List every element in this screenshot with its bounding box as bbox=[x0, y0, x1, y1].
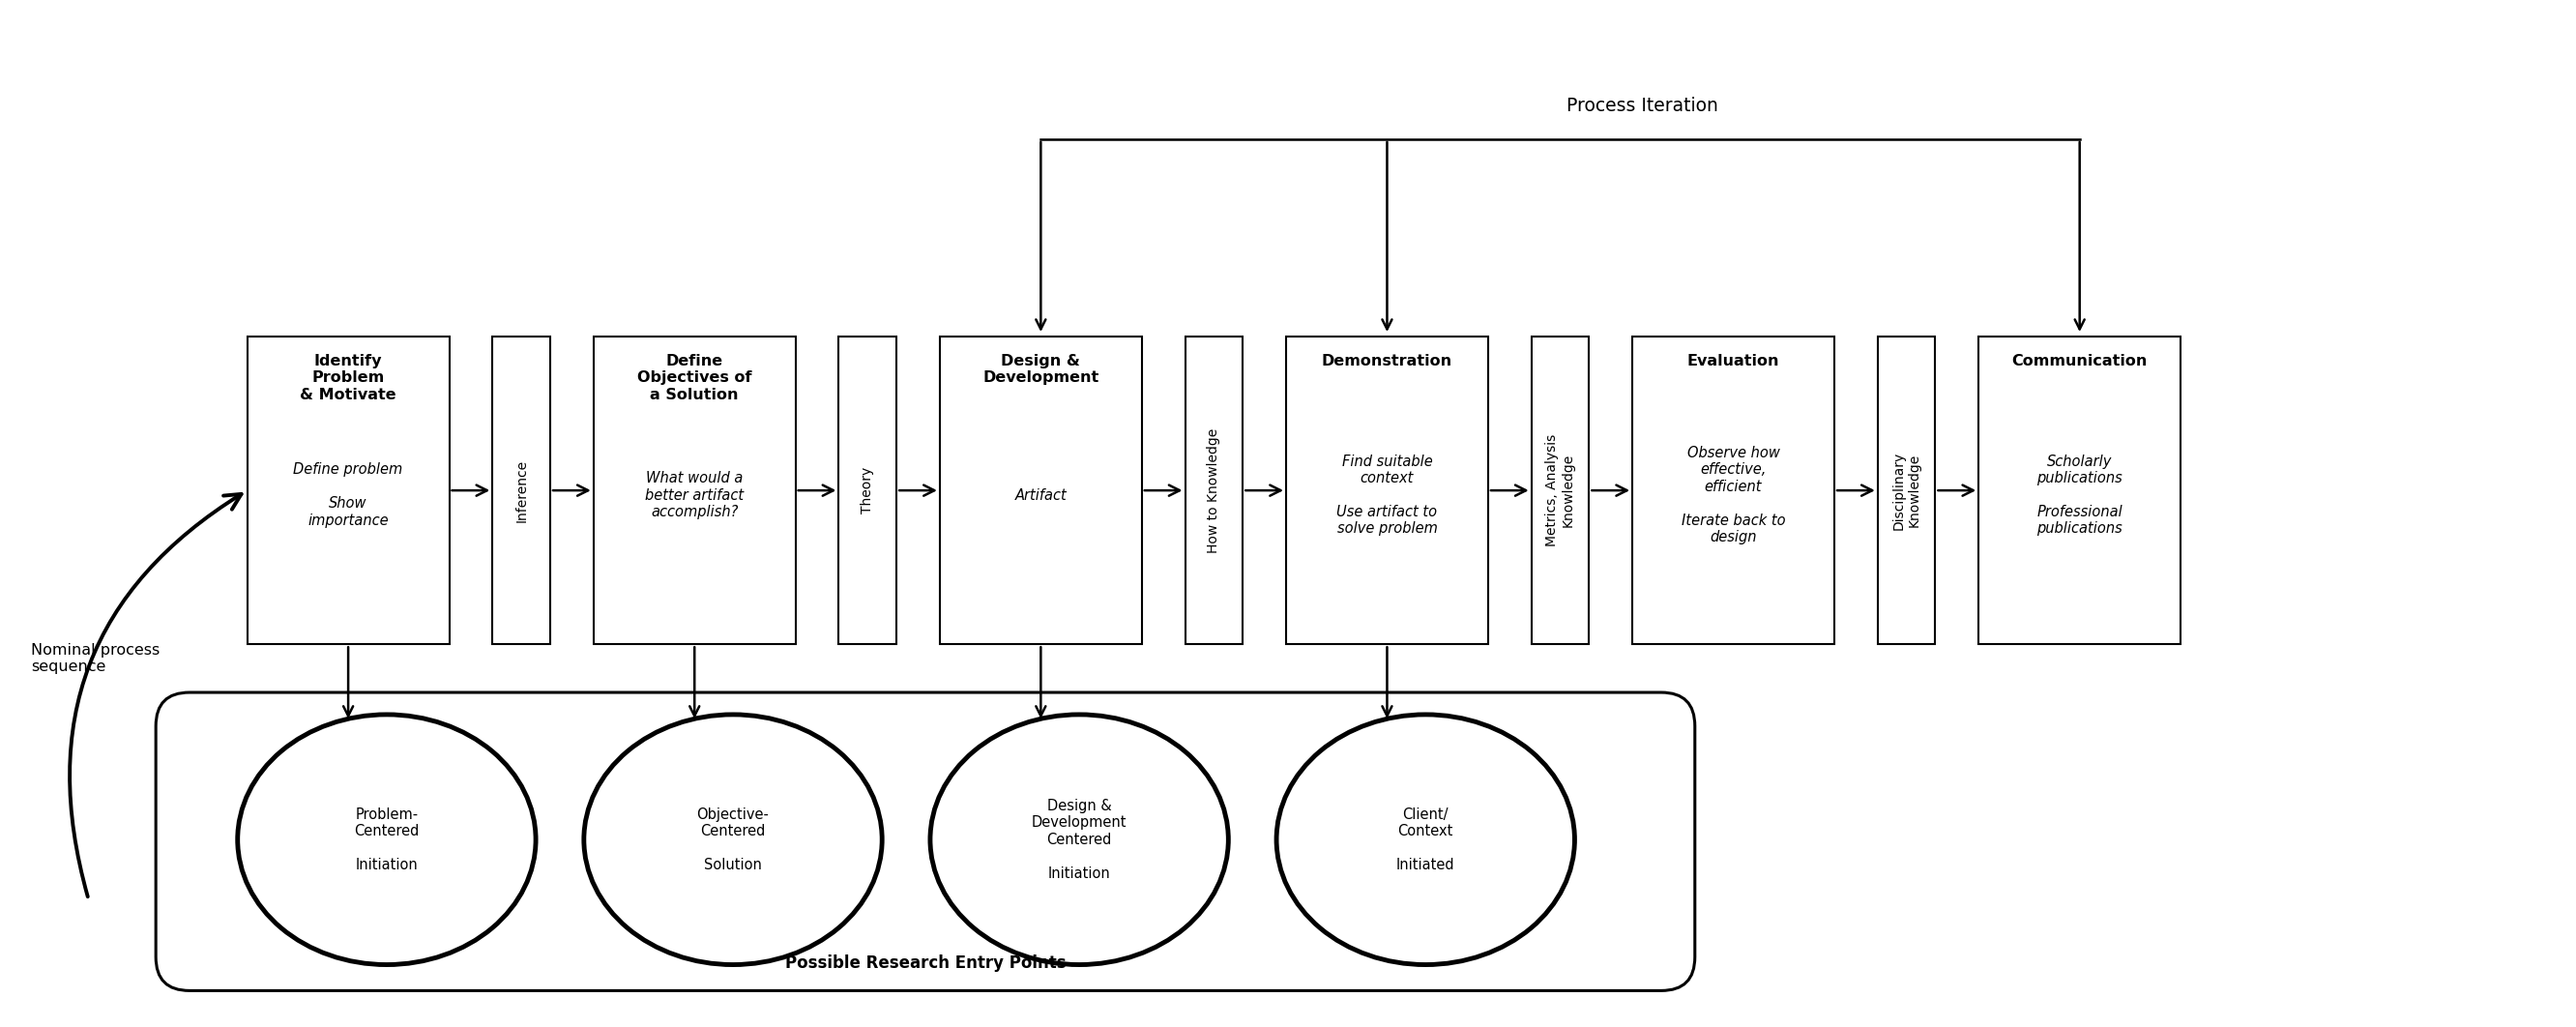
Text: Find suitable
context

Use artifact to
solve problem: Find suitable context Use artifact to so… bbox=[1337, 454, 1437, 536]
FancyBboxPatch shape bbox=[247, 337, 448, 644]
Text: How to Knowledge: How to Knowledge bbox=[1208, 428, 1221, 553]
Text: Evaluation: Evaluation bbox=[1687, 354, 1780, 369]
FancyBboxPatch shape bbox=[1285, 337, 1489, 644]
Text: Possible Research Entry Points: Possible Research Entry Points bbox=[786, 954, 1066, 972]
Text: Demonstration: Demonstration bbox=[1321, 354, 1453, 369]
Text: Define
Objectives of
a Solution: Define Objectives of a Solution bbox=[636, 354, 752, 402]
FancyBboxPatch shape bbox=[1530, 337, 1589, 644]
Text: Theory: Theory bbox=[860, 467, 873, 514]
Text: Inference: Inference bbox=[515, 459, 528, 522]
Text: What would a
better artifact
accomplish?: What would a better artifact accomplish? bbox=[644, 471, 744, 520]
Text: Disciplinary
Knowledge: Disciplinary Knowledge bbox=[1891, 451, 1922, 530]
Text: Process Iteration: Process Iteration bbox=[1566, 97, 1718, 115]
FancyBboxPatch shape bbox=[592, 337, 796, 644]
FancyBboxPatch shape bbox=[1633, 337, 1834, 644]
Text: Scholarly
publications

Professional
publications: Scholarly publications Professional publ… bbox=[2038, 454, 2123, 536]
Text: Identify
Problem
& Motivate: Identify Problem & Motivate bbox=[299, 354, 397, 402]
FancyBboxPatch shape bbox=[840, 337, 896, 644]
Ellipse shape bbox=[1278, 715, 1574, 964]
Text: Problem-
Centered

Initiation: Problem- Centered Initiation bbox=[353, 807, 420, 872]
FancyBboxPatch shape bbox=[1878, 337, 1935, 644]
Text: Design &
Development: Design & Development bbox=[981, 354, 1100, 385]
Text: Observe how
effective,
efficient

Iterate back to
design: Observe how effective, efficient Iterate… bbox=[1682, 446, 1785, 544]
FancyBboxPatch shape bbox=[1978, 337, 2182, 644]
Text: Artifact: Artifact bbox=[1015, 488, 1066, 502]
FancyBboxPatch shape bbox=[155, 692, 1695, 991]
Text: Design &
Development
Centered

Initiation: Design & Development Centered Initiation bbox=[1030, 799, 1126, 880]
Text: Define problem

Show
importance: Define problem Show importance bbox=[294, 463, 402, 528]
Text: Communication: Communication bbox=[2012, 354, 2148, 369]
Text: Metrics, Analysis
Knowledge: Metrics, Analysis Knowledge bbox=[1546, 434, 1574, 546]
Text: Client/
Context

Initiated: Client/ Context Initiated bbox=[1396, 807, 1455, 872]
Ellipse shape bbox=[237, 715, 536, 964]
Text: Nominal process
sequence: Nominal process sequence bbox=[31, 643, 160, 675]
FancyBboxPatch shape bbox=[492, 337, 551, 644]
Text: Objective-
Centered

Solution: Objective- Centered Solution bbox=[696, 807, 770, 872]
Ellipse shape bbox=[930, 715, 1229, 964]
FancyBboxPatch shape bbox=[1185, 337, 1242, 644]
FancyBboxPatch shape bbox=[940, 337, 1141, 644]
Ellipse shape bbox=[585, 715, 881, 964]
